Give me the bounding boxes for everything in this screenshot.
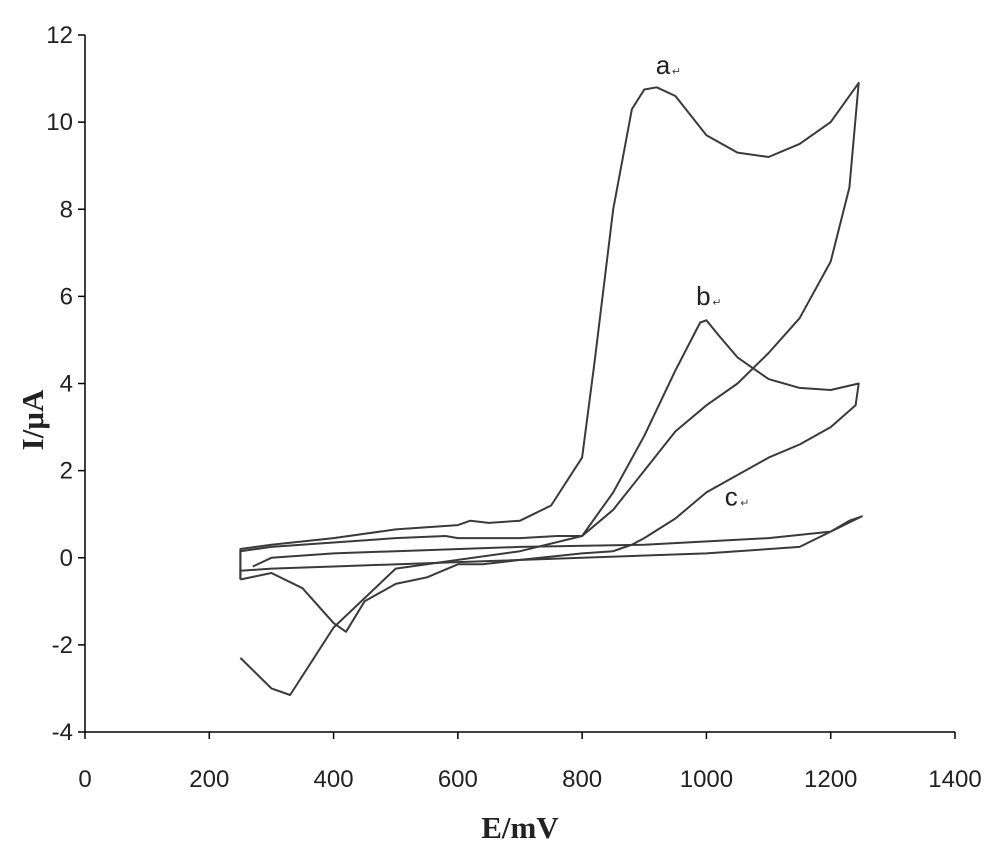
y-tick-label: 12 (46, 22, 73, 49)
y-tick-label: 10 (46, 109, 73, 136)
curves (239, 81, 863, 696)
curve-b (239, 319, 860, 633)
x-tick-label: 1400 (928, 766, 981, 793)
x-tick-label: 200 (189, 766, 229, 793)
y-tick-label: -4 (52, 719, 73, 746)
x-tick-label: 400 (314, 766, 354, 793)
return-mark-icon: ↵ (712, 297, 721, 309)
return-mark-icon: ↵ (672, 66, 681, 78)
x-tick-label: 0 (78, 766, 91, 793)
y-tick-label: 2 (60, 458, 73, 485)
y-ticks: -4 -2 0 2 4 6 8 10 12 (46, 22, 85, 746)
curve-label-c: c (725, 481, 738, 511)
x-tick-label: 1200 (804, 766, 857, 793)
x-ticks: 0 200 400 600 800 1000 1200 1400 (78, 732, 982, 793)
curve-c (239, 515, 863, 580)
curve-label-a: a (656, 50, 671, 80)
y-axis-title: I/μA (15, 389, 50, 450)
x-tick-label: 600 (438, 766, 478, 793)
curve-a (239, 81, 860, 696)
curve-label-b: b (696, 281, 710, 311)
y-tick-label: 0 (60, 545, 73, 572)
x-axis-title: E/mV (481, 810, 559, 845)
x-tick-label: 800 (562, 766, 602, 793)
x-tick-label: 1000 (680, 766, 733, 793)
y-tick-label: 4 (60, 371, 73, 398)
y-tick-label: -2 (52, 632, 73, 659)
y-tick-label: 6 (60, 283, 73, 310)
return-mark-icon: ↵ (740, 497, 749, 509)
curve-labels: a ↵b ↵c ↵ (656, 50, 750, 511)
y-tick-label: 8 (60, 196, 73, 223)
axes (84, 35, 955, 733)
